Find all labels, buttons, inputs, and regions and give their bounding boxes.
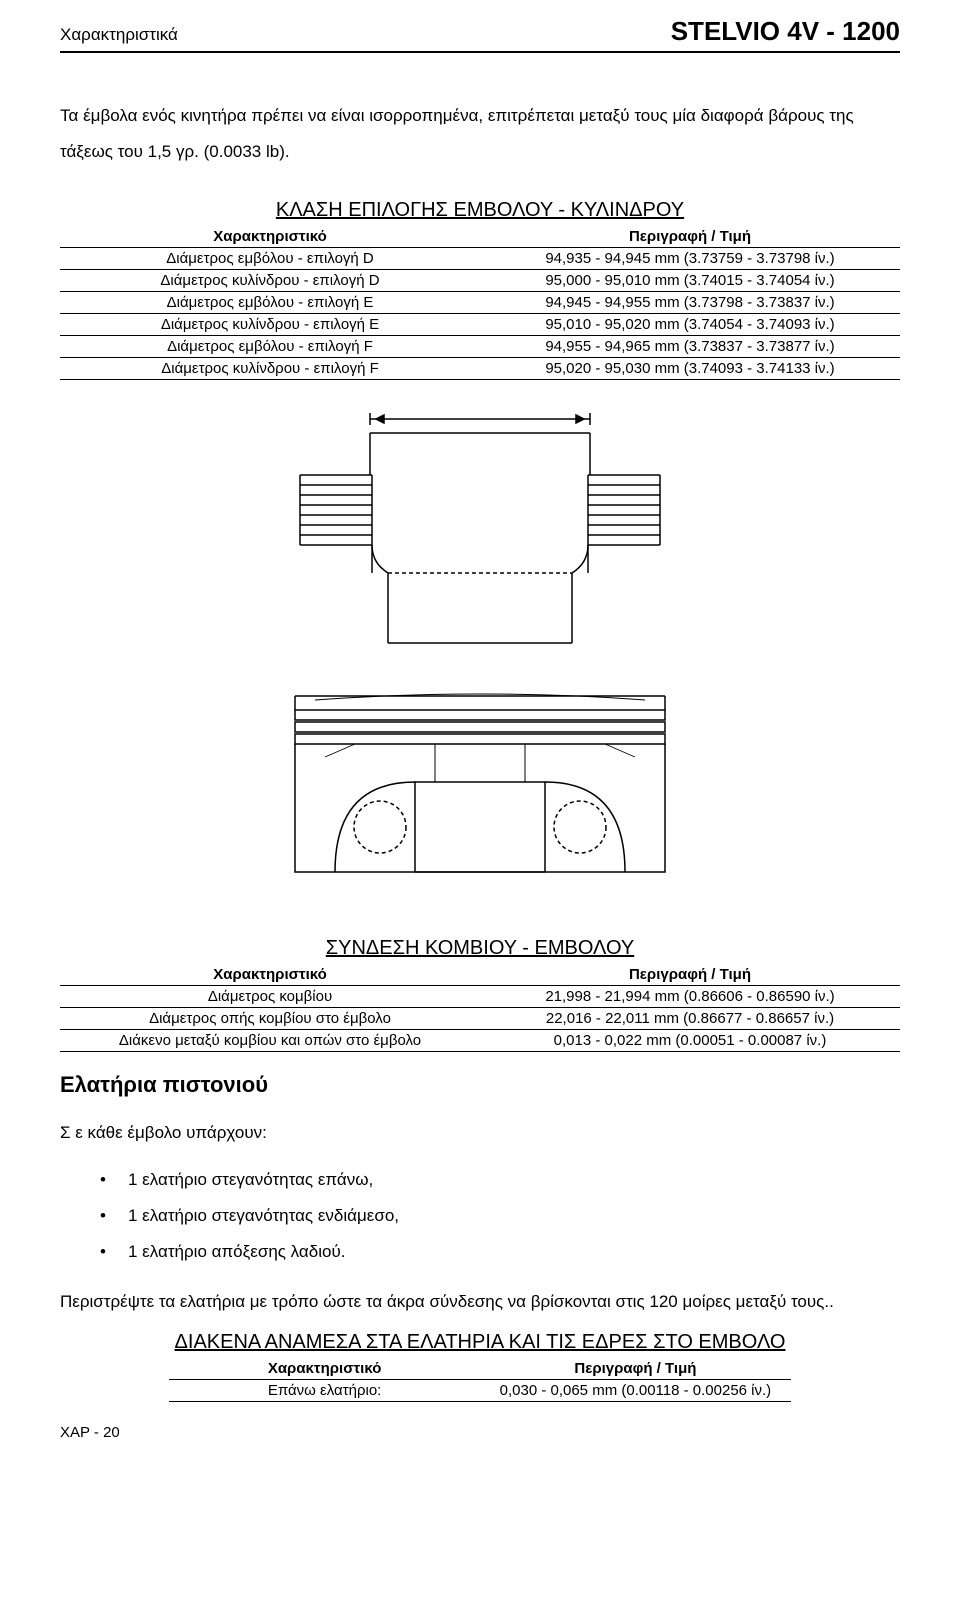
cylinder-diagram (240, 405, 720, 655)
page-footer: ΧΑΡ - 20 (60, 1424, 900, 1441)
table1: Χαρακτηριστικό Περιγραφή / Τιμή Διάμετρο… (60, 226, 900, 380)
table-row: Διάμετρος εμβόλου - επιλογή E94,945 - 94… (60, 292, 900, 314)
rings-heading: Ελατήρια πιστονιού (60, 1072, 900, 1098)
table2-col2: Περιγραφή / Τιμή (480, 964, 900, 986)
table-row: Διάμετρος κυλίνδρου - επιλογή D95,000 - … (60, 270, 900, 292)
table-row: Διάμετρος εμβόλου - επιλογή F94,955 - 94… (60, 336, 900, 358)
rings-note: Περιστρέψτε τα ελατήρια με τρόπο ώστε τα… (60, 1285, 900, 1319)
list-item: 1 ελατήριο στεγανότητας ενδιάμεσο, (100, 1198, 900, 1234)
table-row: Διάμετρος κομβίου21,998 - 21,994 mm (0.8… (60, 986, 900, 1008)
table3-title: ΔΙΑΚΕΝΑ ΑΝΑΜΕΣΑ ΣΤΑ ΕΛΑΤΗΡΙΑ ΚΑΙ ΤΙΣ ΕΔΡ… (60, 1331, 900, 1354)
header-left: Χαρακτηριστικά (60, 25, 178, 45)
intro-paragraph: Τα έμβολα ενός κινητήρα πρέπει να είναι … (60, 98, 900, 169)
table2-title: ΣΥΝΔΕΣΗ ΚΟΜΒΙΟΥ - ΕΜΒΟΛΟΥ (60, 937, 900, 960)
list-item: 1 ελατήριο στεγανότητας επάνω, (100, 1162, 900, 1198)
piston-diagram (235, 682, 725, 892)
header-right: STELVIO 4V - 1200 (671, 16, 900, 47)
table1-col1: Χαρακτηριστικό (60, 226, 480, 248)
table-row: Διάμετρος κυλίνδρου - επιλογή E95,010 - … (60, 314, 900, 336)
table2: Χαρακτηριστικό Περιγραφή / Τιμή Διάμετρο… (60, 964, 900, 1052)
table3-body: Επάνω ελατήριο:0,030 - 0,065 mm (0.00118… (169, 1380, 791, 1402)
diagram-block (60, 405, 900, 897)
table2-body: Διάμετρος κομβίου21,998 - 21,994 mm (0.8… (60, 986, 900, 1052)
table3-col2: Περιγραφή / Τιμή (480, 1358, 791, 1380)
list-item: 1 ελατήριο απόξεσης λαδιού. (100, 1234, 900, 1270)
table-row: Διάμετρος οπής κομβίου στο έμβολο22,016 … (60, 1008, 900, 1030)
rings-lead: Σ ε κάθε έμβολο υπάρχουν: (60, 1116, 900, 1150)
table-row: Επάνω ελατήριο:0,030 - 0,065 mm (0.00118… (169, 1380, 791, 1402)
table3-col1: Χαρακτηριστικό (169, 1358, 480, 1380)
table-row: Διάμετρος εμβόλου - επιλογή D94,935 - 94… (60, 248, 900, 270)
table-row: Διάμετρος κυλίνδρου - επιλογή F95,020 - … (60, 358, 900, 380)
page-header: Χαρακτηριστικά STELVIO 4V - 1200 (60, 16, 900, 53)
table1-col2: Περιγραφή / Τιμή (480, 226, 900, 248)
table1-title: ΚΛΑΣΗ ΕΠΙΛΟΓΗΣ ΕΜΒΟΛΟΥ - ΚΥΛΙΝΔΡΟΥ (60, 199, 900, 222)
table3: Χαρακτηριστικό Περιγραφή / Τιμή Επάνω ελ… (169, 1358, 791, 1402)
table1-body: Διάμετρος εμβόλου - επιλογή D94,935 - 94… (60, 248, 900, 380)
rings-list: 1 ελατήριο στεγανότητας επάνω, 1 ελατήρι… (60, 1162, 900, 1269)
table2-col1: Χαρακτηριστικό (60, 964, 480, 986)
table-row: Διάκενο μεταξύ κομβίου και οπών στο έμβο… (60, 1030, 900, 1052)
